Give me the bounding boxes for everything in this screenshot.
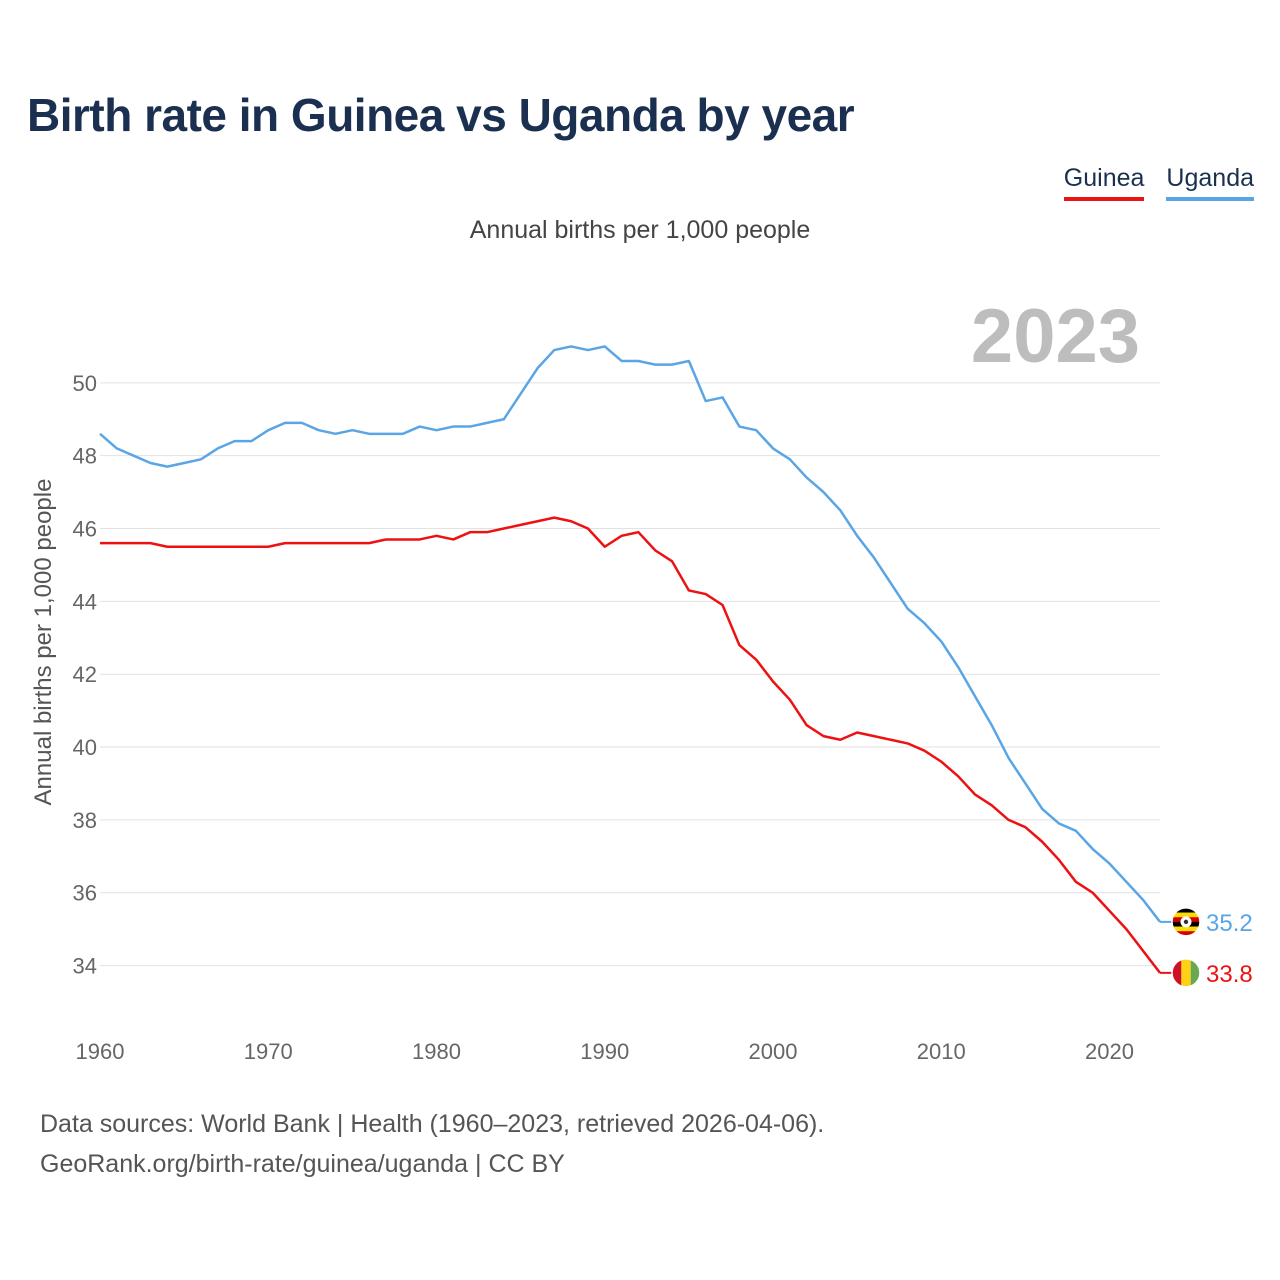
legend-label-uganda: Uganda [1166, 164, 1254, 192]
series-line-guinea[interactable] [100, 516, 1161, 974]
y-tick-label: 46 [73, 517, 97, 542]
y-tick-label: 36 [73, 881, 97, 906]
x-tick-label: 2000 [749, 1039, 798, 1064]
legend-item-guinea[interactable]: Guinea [1063, 164, 1145, 201]
legend: Guinea Uganda [1063, 164, 1254, 201]
y-tick-label: 50 [73, 371, 97, 396]
y-tick-label: 42 [73, 662, 97, 687]
x-tick-label: 1960 [76, 1039, 125, 1064]
series-line-uganda[interactable] [99, 345, 1161, 923]
footer-link[interactable]: GeoRank.org/birth-rate/guinea/uganda | C… [40, 1150, 565, 1178]
x-tick-label: 2010 [917, 1039, 966, 1064]
y-tick-label: 34 [73, 954, 97, 979]
year-label: 2023 [971, 294, 1140, 379]
x-tick-label: 1970 [244, 1039, 293, 1064]
chart-subtitle: Annual births per 1,000 people [469, 216, 811, 244]
end-value-label-uganda: 35.2 [1206, 910, 1253, 937]
y-axis-label: Annual births per 1,000 people [30, 479, 57, 806]
y-tick-label: 40 [73, 735, 97, 760]
guinea-flag-icon [1171, 958, 1201, 988]
legend-swatch-guinea [1063, 197, 1145, 201]
y-tick-label: 38 [73, 808, 97, 833]
x-tick-label: 1980 [412, 1039, 461, 1064]
chart-title: Birth rate in Guinea vs Uganda by year [27, 89, 855, 141]
legend-swatch-uganda [1166, 197, 1254, 201]
footer-sources: Data sources: World Bank | Health (1960–… [40, 1110, 825, 1138]
footer: Data sources: World Bank | Health (1960–… [40, 1104, 824, 1184]
y-tick-label: 44 [73, 589, 97, 614]
end-value-label-guinea: 33.8 [1206, 961, 1253, 988]
y-tick-label: 48 [73, 444, 97, 469]
x-tick-label: 1990 [580, 1039, 629, 1064]
legend-label-guinea: Guinea [1063, 164, 1145, 192]
x-tick-label: 2020 [1085, 1039, 1134, 1064]
uganda-flag-icon [1171, 907, 1201, 937]
legend-item-uganda[interactable]: Uganda [1166, 164, 1254, 201]
